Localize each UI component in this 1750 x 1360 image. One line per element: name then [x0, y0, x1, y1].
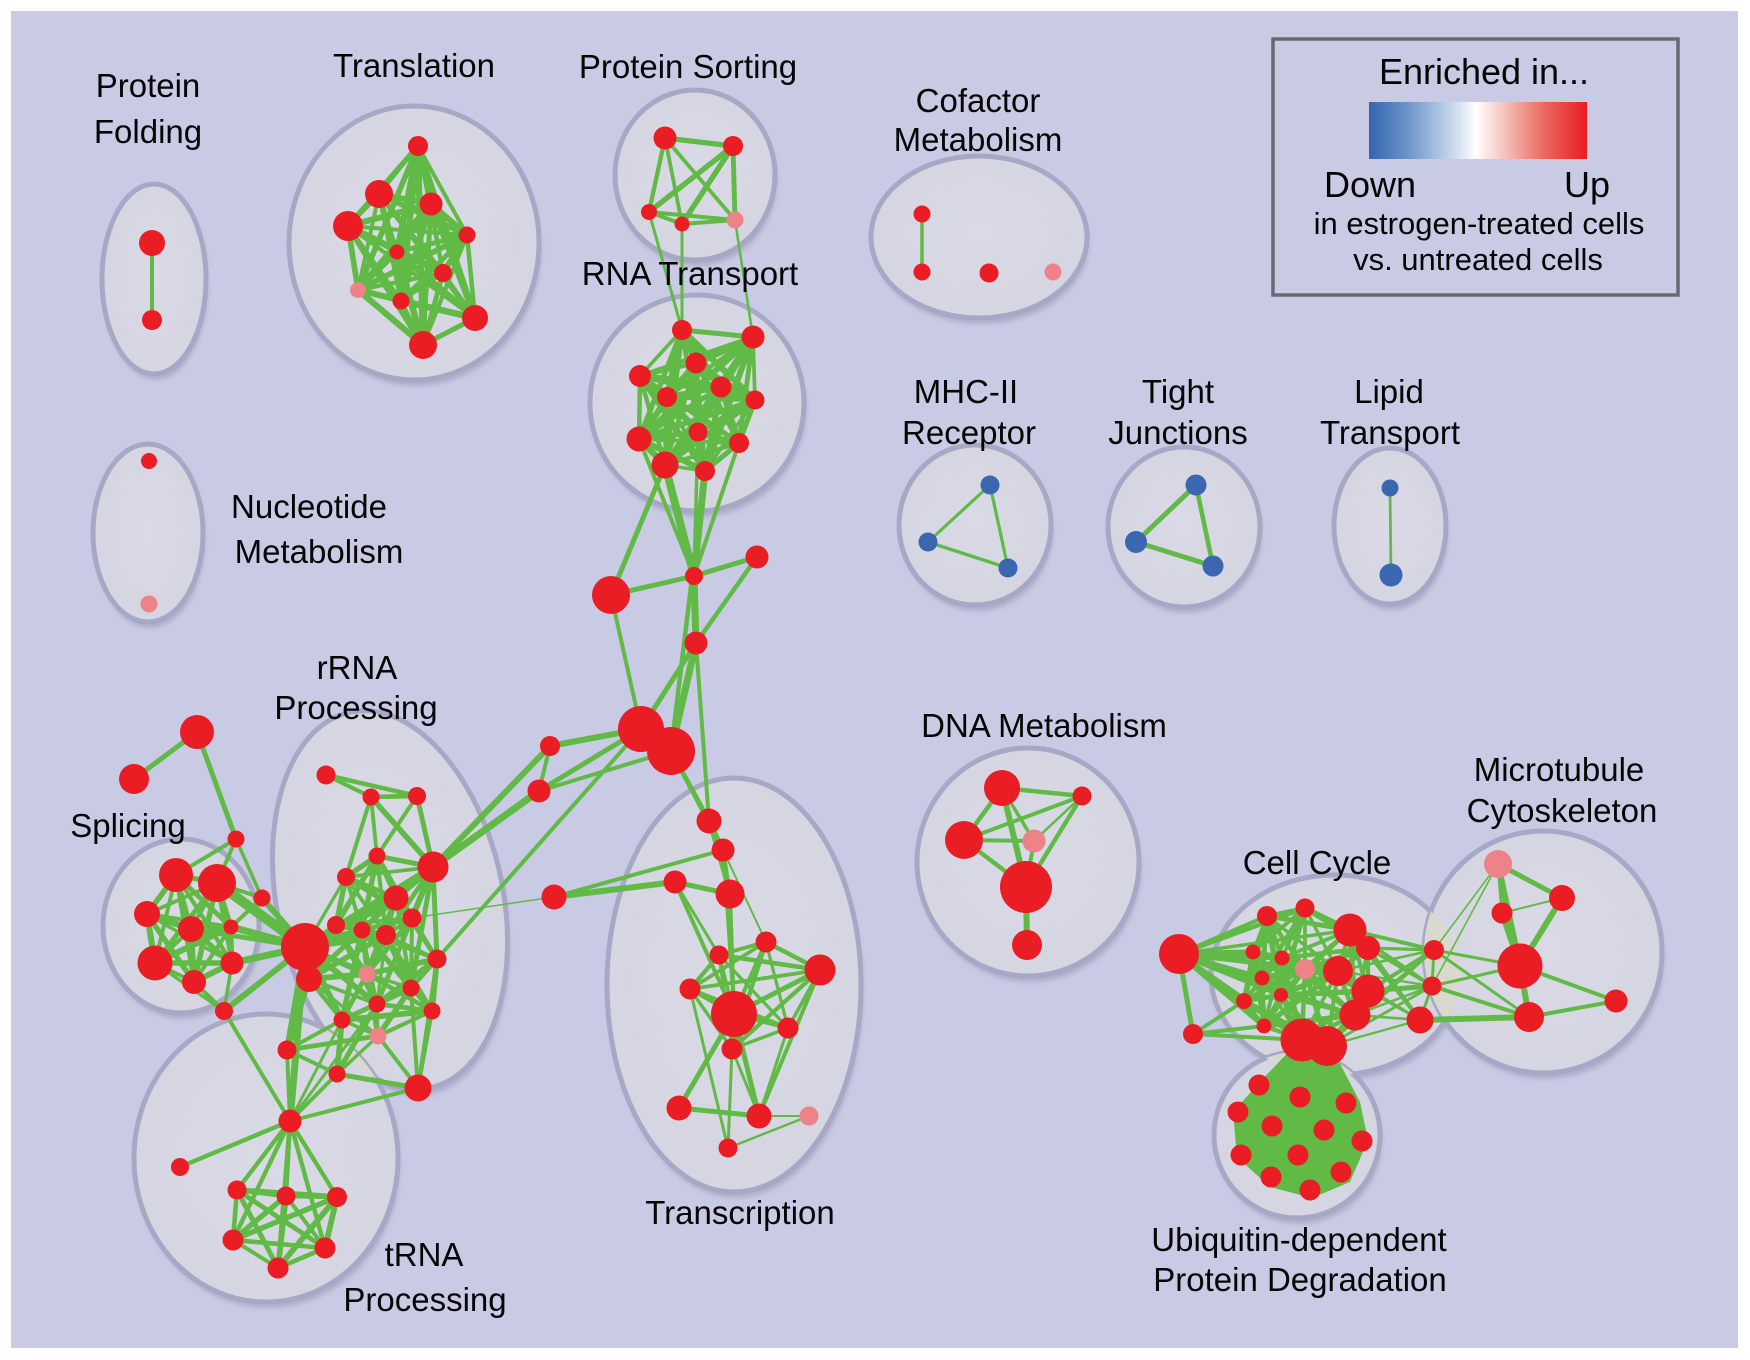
- svg-text:Down: Down: [1324, 164, 1416, 205]
- svg-text:Metabolism: Metabolism: [894, 121, 1063, 158]
- svg-text:Receptor: Receptor: [902, 414, 1036, 451]
- svg-text:Processing: Processing: [274, 689, 437, 726]
- svg-text:Protein: Protein: [96, 67, 201, 104]
- svg-text:Microtubule: Microtubule: [1474, 751, 1645, 788]
- svg-text:Metabolism: Metabolism: [235, 533, 404, 570]
- svg-text:DNA Metabolism: DNA Metabolism: [921, 707, 1167, 744]
- svg-text:Cytoskeleton: Cytoskeleton: [1467, 792, 1658, 829]
- svg-text:RNA Transport: RNA Transport: [582, 255, 798, 292]
- svg-text:tRNA: tRNA: [385, 1236, 464, 1273]
- svg-text:Lipid: Lipid: [1354, 373, 1424, 410]
- svg-text:Junctions: Junctions: [1108, 414, 1247, 451]
- svg-text:rRNA: rRNA: [317, 649, 398, 686]
- svg-text:Tight: Tight: [1142, 373, 1214, 410]
- svg-text:Protein Degradation: Protein Degradation: [1153, 1261, 1447, 1298]
- svg-text:Cofactor: Cofactor: [916, 82, 1041, 119]
- svg-text:Ubiquitin-dependent: Ubiquitin-dependent: [1151, 1221, 1446, 1258]
- svg-text:Enriched in...: Enriched in...: [1379, 51, 1589, 92]
- svg-text:Transcription: Transcription: [645, 1194, 835, 1231]
- svg-text:Cell Cycle: Cell Cycle: [1243, 844, 1392, 881]
- svg-text:Up: Up: [1564, 164, 1610, 205]
- svg-text:Transport: Transport: [1320, 414, 1460, 451]
- svg-text:Folding: Folding: [94, 113, 202, 150]
- svg-text:Translation: Translation: [333, 47, 495, 84]
- svg-text:MHC-II: MHC-II: [914, 373, 1018, 410]
- svg-text:vs. untreated cells: vs. untreated cells: [1353, 242, 1603, 277]
- svg-text:Protein Sorting: Protein Sorting: [579, 48, 797, 85]
- svg-text:Processing: Processing: [343, 1281, 506, 1318]
- svg-text:Nucleotide: Nucleotide: [231, 488, 387, 525]
- svg-text:Splicing: Splicing: [70, 807, 186, 844]
- svg-text:in estrogen-treated cells: in estrogen-treated cells: [1314, 206, 1645, 241]
